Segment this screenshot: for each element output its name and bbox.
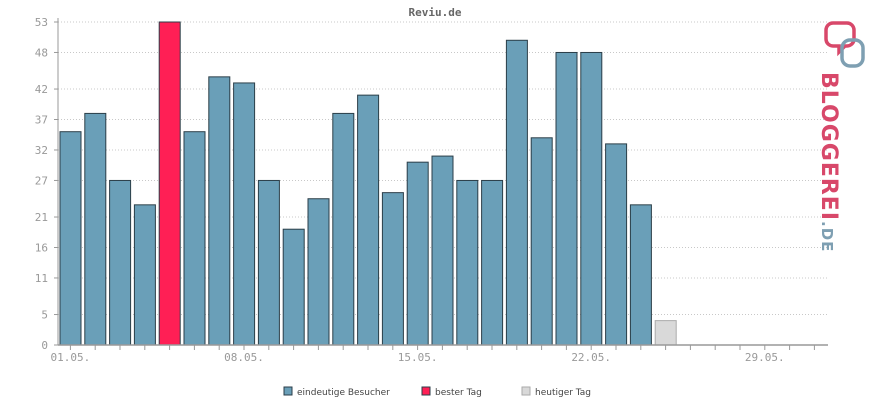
bar xyxy=(357,94,380,346)
legend-swatch xyxy=(283,386,293,396)
y-tick-label: 5 xyxy=(41,309,48,322)
logo-icon xyxy=(824,21,865,68)
bar xyxy=(133,204,156,346)
bar xyxy=(431,155,454,346)
bar xyxy=(456,179,479,346)
chart-title: Reviu.de xyxy=(409,6,462,19)
y-tick-label: 37 xyxy=(35,114,48,127)
x-tick-label: 22.05. xyxy=(571,351,611,364)
bar xyxy=(580,51,603,346)
bar xyxy=(282,228,305,346)
bar xyxy=(332,112,355,346)
bar xyxy=(59,131,82,346)
bar xyxy=(654,320,677,346)
legend-label: bester Tag xyxy=(435,388,482,398)
bar xyxy=(629,204,652,346)
legend-label: heutiger Tag xyxy=(535,388,591,398)
bar xyxy=(406,161,429,346)
axes xyxy=(57,18,828,350)
bloggerei-logo: BLOGGEREI.DE xyxy=(816,21,865,252)
legend: eindeutige Besucher bester Tag heutiger Ta… xyxy=(283,386,591,398)
svg-text:BLOGGEREI.DE: BLOGGEREI.DE xyxy=(816,72,841,252)
legend-label: eindeutige Besucher xyxy=(297,388,390,398)
x-tick-label: 08.05. xyxy=(224,351,264,364)
bar xyxy=(158,21,181,346)
y-tick-label: 21 xyxy=(35,211,48,224)
y-tick-labels: 0 5 11 16 21 27 32 37 42 48 53 xyxy=(35,16,48,352)
bar xyxy=(481,179,504,346)
bar xyxy=(109,179,132,346)
bar xyxy=(307,198,330,346)
logo-text: BLOGGEREI xyxy=(816,72,841,221)
y-tick-label: 42 xyxy=(35,83,48,96)
y-tick-label: 48 xyxy=(35,46,48,59)
bar xyxy=(208,76,231,346)
bar xyxy=(530,137,553,346)
x-tick-label: 15.05. xyxy=(398,351,438,364)
bar xyxy=(257,179,280,346)
bar xyxy=(381,192,404,346)
y-tick-label: 0 xyxy=(41,339,48,352)
bar xyxy=(233,82,256,346)
logo-suffix: .DE xyxy=(818,221,836,252)
legend-swatch xyxy=(521,386,531,396)
bar xyxy=(505,39,528,346)
y-tick-label: 53 xyxy=(35,16,48,29)
x-tick-label: 29.05. xyxy=(745,351,785,364)
y-tick-label: 11 xyxy=(35,272,48,285)
y-tick-label: 16 xyxy=(35,241,48,254)
bar xyxy=(183,131,206,346)
x-tick-label: 01.05. xyxy=(51,351,91,364)
y-tick-label: 27 xyxy=(35,174,48,187)
x-tick-labels: 01.05. 08.05. 15.05. 22.05. 29.05. xyxy=(51,351,785,364)
bars-group xyxy=(59,21,677,346)
bar xyxy=(605,143,628,346)
bar xyxy=(84,112,107,346)
legend-swatch xyxy=(421,386,431,396)
bar xyxy=(555,51,578,346)
y-tick-label: 32 xyxy=(35,144,48,157)
